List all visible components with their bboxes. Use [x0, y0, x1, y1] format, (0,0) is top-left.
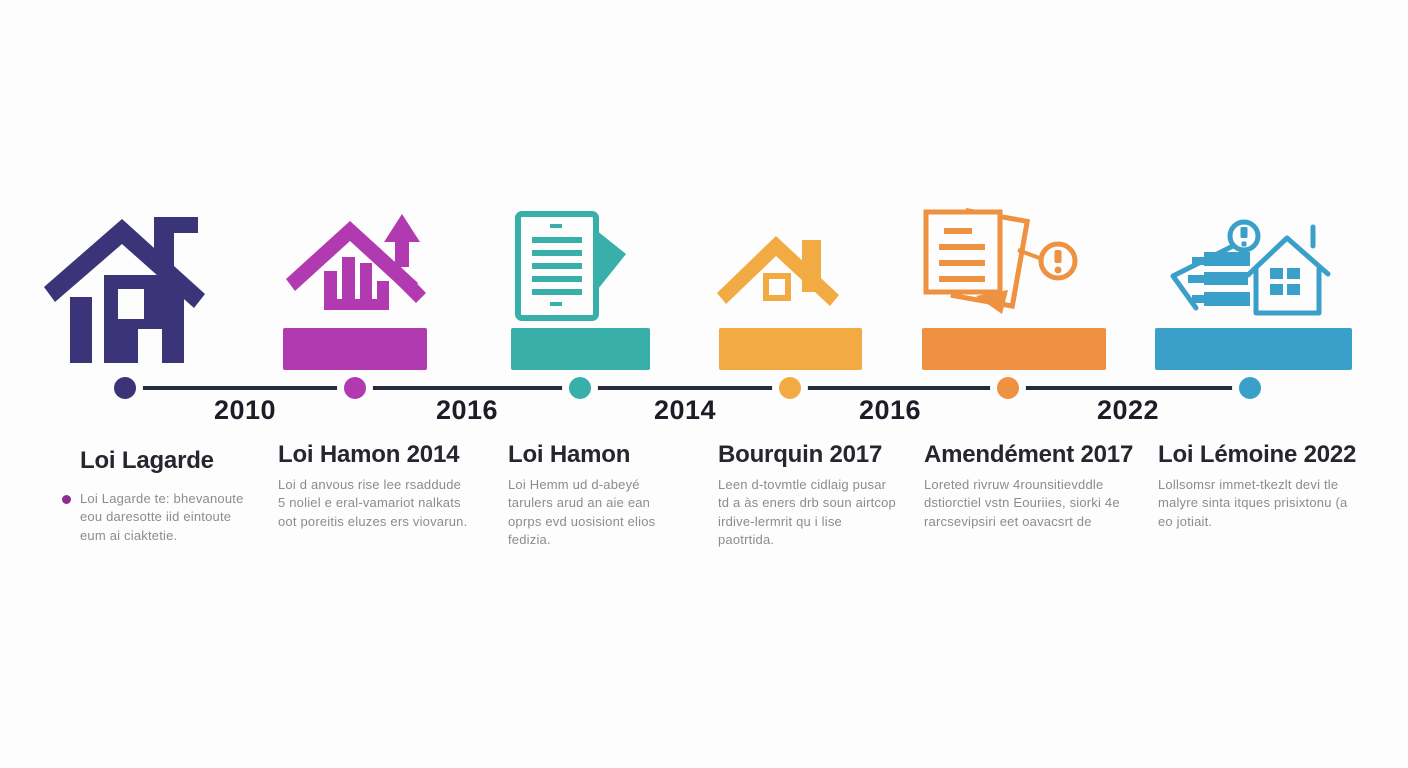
milestone-description: Lollsomsr immet-tkezlt devi tle malyre s…: [1158, 477, 1348, 529]
milestone-bar: [922, 328, 1106, 370]
milestone-bar: [719, 328, 862, 370]
year-label: 2010: [213, 395, 277, 425]
timeline-dot: [997, 377, 1019, 399]
timeline-dot: [1239, 377, 1261, 399]
house-tag-alert-icon: [1166, 212, 1332, 322]
milestone-title: Loi Hamon 2014: [278, 441, 460, 468]
milestone-description: Loi Hemm ud d-abeyé tarulers arud an aie…: [508, 477, 656, 548]
timeline-dot: [114, 377, 136, 399]
milestone-description: Loi Lagarde te: bhevanoute eou daresotte…: [80, 491, 244, 543]
document-alert-icon: [918, 208, 1108, 322]
timeline-dot: [779, 377, 801, 399]
year-label: 2014: [653, 395, 717, 425]
timeline-dot: [344, 377, 366, 399]
roof-house-icon: [714, 230, 844, 310]
year-label: 2022: [1096, 395, 1160, 425]
milestone-description: Loreted rivruw 4rounsitievddle dstiorcti…: [924, 477, 1120, 529]
house-growth-arrow-icon: [282, 213, 430, 323]
house-icon: [42, 213, 208, 365]
milestone-description: Leen d-tovmtle cidlaig pusar td a às ene…: [718, 477, 896, 548]
milestone-bar: [1155, 328, 1352, 370]
milestone-bar: [283, 328, 427, 370]
timeline-dot: [569, 377, 591, 399]
document-icon: [506, 210, 630, 322]
timeline-line: [125, 386, 1251, 390]
milestone-bar: [511, 328, 650, 370]
milestone-title: Bourquin 2017: [718, 441, 883, 468]
milestone-description: Loi d anvous rise lee rsaddude 5 noliel …: [278, 477, 468, 529]
year-label: 2016: [435, 395, 499, 425]
milestone-title: Loi Lémoine 2022: [1158, 441, 1357, 468]
milestone-title: Loi Lagarde: [80, 447, 214, 474]
milestone-title: Loi Hamon: [508, 441, 631, 468]
bullet-point: [62, 495, 71, 504]
milestone-title: Amendément 2017: [924, 441, 1134, 468]
year-label: 2016: [858, 395, 922, 425]
